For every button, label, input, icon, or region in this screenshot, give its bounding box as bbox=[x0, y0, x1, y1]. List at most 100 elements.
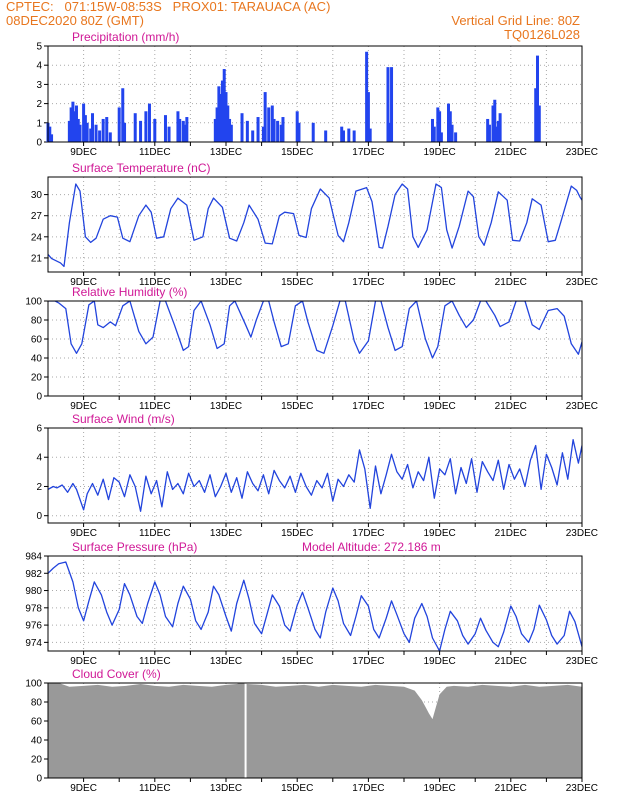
cloud-cover-area bbox=[48, 683, 582, 778]
precip-bar bbox=[74, 105, 78, 142]
precip-bar bbox=[82, 103, 86, 142]
precip-bar bbox=[270, 105, 274, 142]
panel-frame bbox=[47, 427, 583, 524]
precip-bar bbox=[167, 126, 171, 142]
panel-title: Precipitation (mm/h) bbox=[72, 30, 179, 44]
x-tick-label: 9DEC bbox=[70, 401, 97, 412]
y-tick-label: 1 bbox=[36, 118, 42, 129]
x-tick-label: 9DEC bbox=[70, 528, 97, 539]
precip-bar bbox=[139, 120, 143, 142]
y-tick-label: 80 bbox=[31, 698, 43, 709]
panel-frame bbox=[47, 176, 583, 273]
precip-bar bbox=[220, 80, 224, 142]
y-tick-label: 60 bbox=[31, 335, 43, 346]
x-tick-label: 11DEC bbox=[139, 277, 171, 288]
precip-bar bbox=[163, 115, 167, 142]
precip-bar bbox=[390, 67, 394, 142]
precip-bar bbox=[279, 124, 283, 142]
precip-bar bbox=[267, 107, 271, 142]
precip-bar bbox=[229, 124, 233, 142]
panel-frame bbox=[47, 45, 583, 143]
precip-bar bbox=[50, 134, 54, 142]
precip-bar bbox=[276, 120, 280, 142]
precip-bar bbox=[117, 107, 121, 142]
precip-bar bbox=[487, 124, 491, 142]
precip-bar bbox=[91, 113, 94, 142]
x-tick-label: 19DEC bbox=[423, 783, 455, 794]
panel-title: Surface Temperature (nC) bbox=[72, 161, 211, 175]
precip-bar bbox=[226, 105, 230, 142]
precip-bar bbox=[133, 113, 137, 142]
precip-bar bbox=[368, 128, 372, 142]
series-line bbox=[48, 439, 582, 512]
x-tick-label: 15DEC bbox=[281, 656, 313, 667]
y-tick-label: 20 bbox=[31, 755, 43, 766]
x-tick-label: 23DEC bbox=[566, 783, 598, 794]
precip-bar bbox=[228, 118, 232, 142]
precip-bar bbox=[153, 118, 157, 142]
precip-bar bbox=[67, 120, 71, 142]
panel-frame bbox=[47, 300, 583, 397]
x-tick-label: 17DEC bbox=[352, 528, 384, 539]
y-tick-label: 976 bbox=[25, 621, 42, 632]
precip-bar bbox=[493, 99, 497, 142]
precip-bar bbox=[341, 130, 345, 142]
x-tick-label: 9DEC bbox=[70, 147, 97, 158]
y-tick-label: 0 bbox=[36, 138, 42, 149]
panel-title: Surface Wind (m/s) bbox=[72, 412, 175, 426]
precip-bar bbox=[352, 130, 356, 142]
x-tick-label: 21DEC bbox=[495, 401, 527, 412]
x-tick-label: 23DEC bbox=[566, 656, 598, 667]
y-tick-label: 4 bbox=[36, 61, 42, 72]
precip-bar bbox=[536, 55, 539, 142]
precip-bar bbox=[436, 107, 440, 142]
x-tick-label: 21DEC bbox=[495, 277, 527, 288]
precip-bar bbox=[83, 115, 87, 142]
precip-bar bbox=[219, 94, 223, 142]
cloud-gap bbox=[244, 683, 247, 778]
x-tick-label: 15DEC bbox=[281, 401, 313, 412]
y-tick-label: 6 bbox=[36, 424, 42, 435]
precip-bar bbox=[324, 130, 328, 142]
x-tick-label: 19DEC bbox=[423, 656, 455, 667]
x-tick-label: 9DEC bbox=[70, 277, 97, 288]
precip-bar bbox=[71, 101, 75, 142]
precip-bar bbox=[94, 124, 98, 142]
precip-bar bbox=[224, 92, 228, 142]
precip-bar bbox=[263, 92, 267, 142]
precip-bar bbox=[295, 111, 299, 142]
precip-bar bbox=[496, 120, 500, 142]
panel-frame bbox=[47, 682, 583, 779]
precip-bar bbox=[297, 122, 301, 142]
x-tick-label: 23DEC bbox=[566, 277, 598, 288]
precip-bar bbox=[181, 120, 185, 142]
x-tick-label: 11DEC bbox=[139, 528, 171, 539]
precip-bar bbox=[438, 111, 442, 142]
y-tick-label: 30 bbox=[31, 190, 43, 201]
y-tick-label: 100 bbox=[25, 297, 42, 308]
x-tick-label: 17DEC bbox=[352, 401, 384, 412]
precip-bar bbox=[365, 51, 369, 143]
precip-bar bbox=[272, 118, 276, 142]
precip-bar bbox=[447, 103, 450, 142]
precip-bar bbox=[183, 124, 187, 142]
y-tick-label: 100 bbox=[25, 679, 42, 690]
precip-bar bbox=[222, 69, 226, 142]
precip-bar bbox=[48, 126, 52, 142]
precip-bar bbox=[85, 122, 89, 142]
panel-title: Relative Humidity (%) bbox=[72, 285, 187, 299]
y-tick-label: 60 bbox=[31, 717, 43, 728]
y-tick-label: 40 bbox=[31, 736, 43, 747]
y-tick-label: 980 bbox=[25, 586, 42, 597]
y-tick-label: 21 bbox=[31, 253, 43, 264]
precip-bar bbox=[73, 111, 77, 142]
y-tick-label: 984 bbox=[25, 552, 42, 563]
x-tick-label: 17DEC bbox=[352, 277, 384, 288]
y-tick-label: 0 bbox=[36, 511, 42, 522]
x-tick-label: 19DEC bbox=[423, 277, 455, 288]
precip-bar bbox=[76, 118, 80, 142]
precip-bar bbox=[261, 126, 265, 142]
y-tick-label: 0 bbox=[36, 774, 42, 785]
precip-bar bbox=[89, 128, 93, 142]
